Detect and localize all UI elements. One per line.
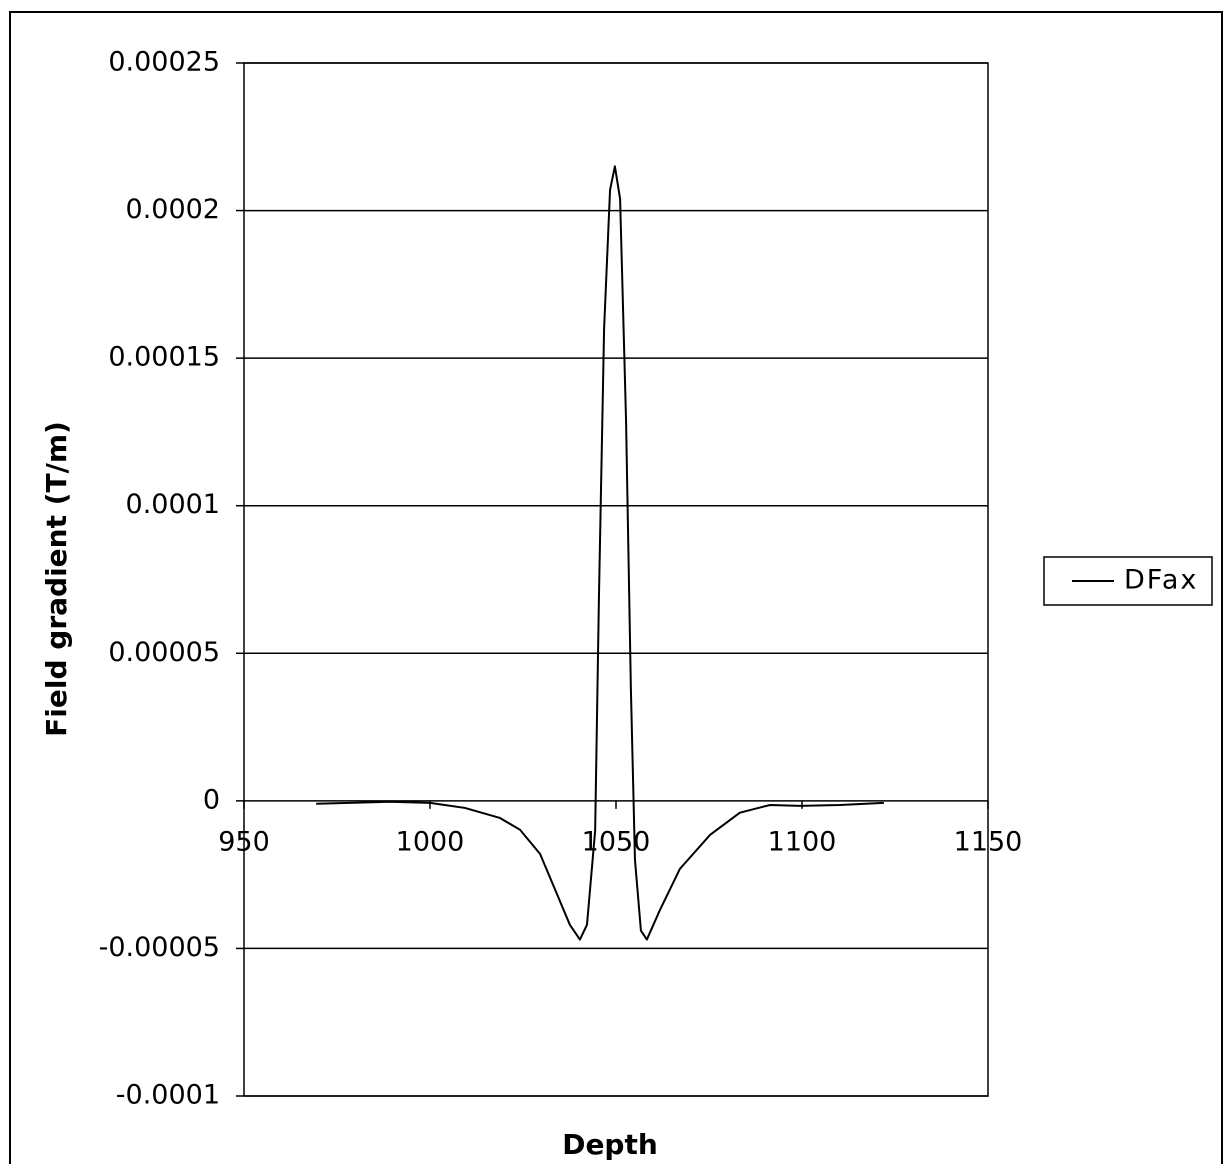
x-tick-label: 1100 — [768, 826, 837, 857]
x-tick-label: 1150 — [954, 826, 1023, 857]
y-tick-label: 0.00025 — [108, 47, 220, 78]
y-tick-label: 0.0002 — [126, 194, 220, 225]
x-tick-label: 1000 — [396, 826, 465, 857]
y-tick-label: 0 — [203, 784, 220, 815]
y-tick-label: 0.00015 — [108, 342, 220, 373]
y-tick-label: -0.0001 — [116, 1080, 220, 1111]
chart-border — [9, 11, 1223, 1164]
x-tick-label: 950 — [218, 826, 270, 857]
plot-area — [243, 62, 989, 1097]
y-tick-label: 0.0001 — [126, 489, 220, 520]
legend-label: DFax — [1124, 565, 1198, 596]
x-axis-label: Depth — [562, 1128, 658, 1161]
x-tick-label: 1050 — [582, 826, 651, 857]
y-tick-label: -0.00005 — [99, 932, 220, 963]
data-line — [316, 165, 884, 941]
y-axis-label: Field gradient (T/m) — [40, 421, 73, 737]
y-tick-label: 0.00005 — [108, 637, 220, 668]
